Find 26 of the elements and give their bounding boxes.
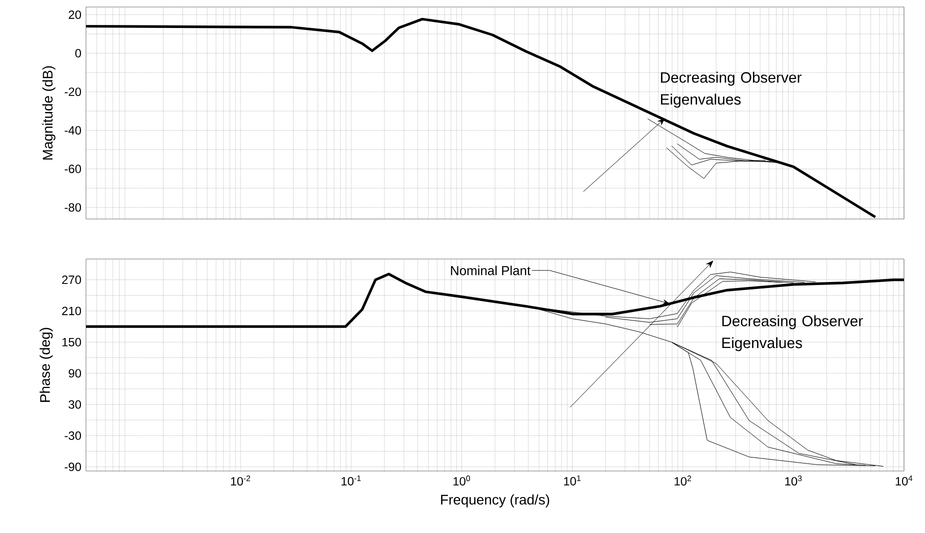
x-tick-label: 10$^{-2}$ [231, 476, 250, 486]
y-tick-label: -90 [64, 462, 82, 472]
y-tick-label: 210 [62, 306, 82, 316]
annotation: Decreasing Observer Eigenvalues [722, 315, 863, 352]
annotation: Nominal Plant [451, 266, 530, 276]
y-axis-title: Magnitude (dB) [42, 66, 56, 160]
x-tick-label: 10$^{4}$ [896, 476, 912, 486]
x-tick-label: 10$^{1}$ [564, 476, 581, 486]
x-tick-label: 10$^{0}$ [454, 476, 470, 486]
x-axis-title: Frequency (rad/s) [441, 494, 550, 508]
y-tick-label: 90 [68, 369, 82, 378]
y-tick-label: 0 [75, 49, 82, 58]
y-tick-label: -20 [64, 88, 82, 96]
y-axis-title: Phase (deg) [40, 328, 53, 402]
y-tick-label: -30 [64, 431, 82, 440]
y-tick-label: -60 [64, 164, 82, 174]
y-tick-label: 20 [68, 10, 82, 19]
y-tick-label: 270 [62, 276, 82, 284]
annotation: Decreasing Observer Eigenvalues [661, 72, 802, 108]
x-tick-label: 10$^{3}$ [785, 476, 802, 486]
y-tick-label: -40 [64, 126, 82, 135]
x-tick-label: 10$^{2}$ [674, 476, 692, 486]
y-tick-label: 150 [62, 338, 82, 346]
x-tick-label: 10$^{-1}$ [342, 476, 361, 486]
y-tick-label: 30 [68, 400, 82, 409]
y-tick-label: -80 [64, 203, 82, 212]
